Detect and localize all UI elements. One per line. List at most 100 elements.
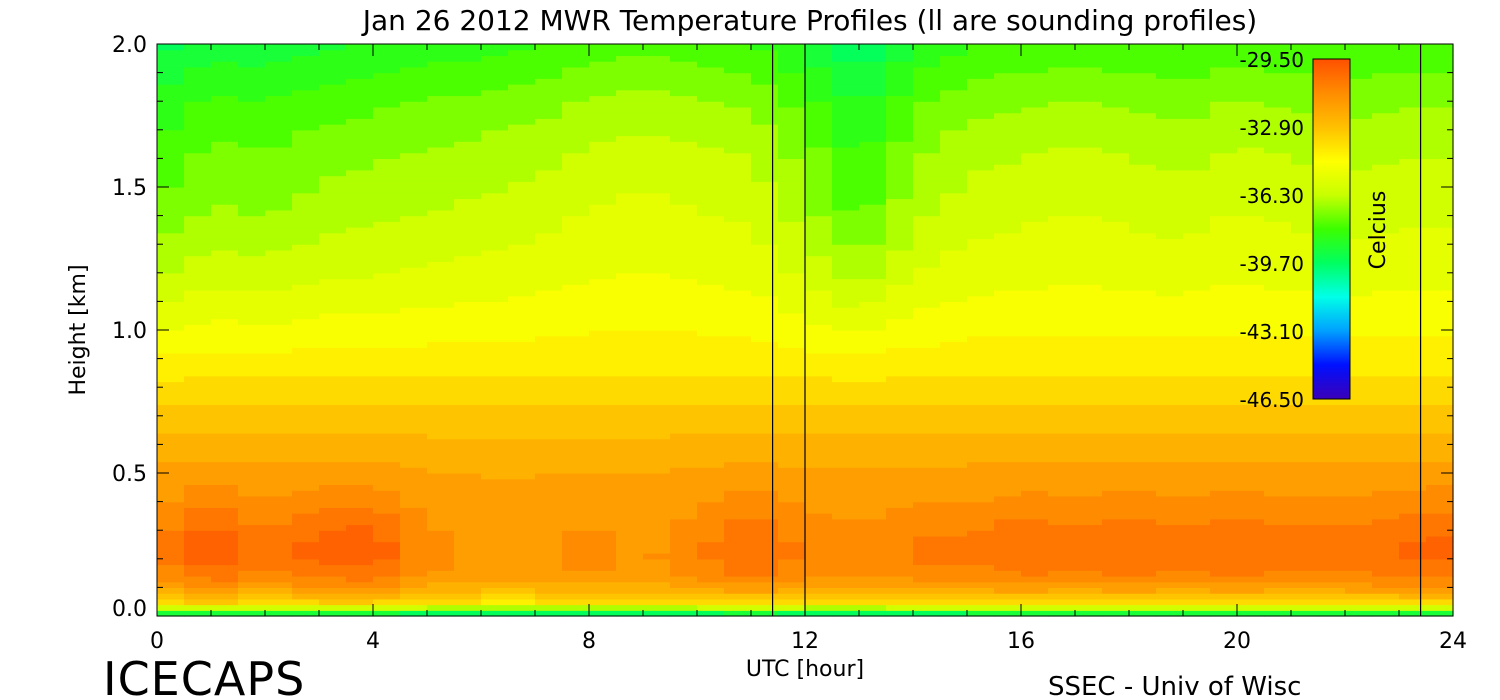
heatmap-cell: [1372, 352, 1400, 360]
heatmap-cell: [508, 392, 536, 400]
heatmap-cell: [670, 124, 698, 131]
heatmap-cell: [1399, 524, 1427, 531]
heatmap-cell: [481, 455, 509, 463]
heatmap-cell: [994, 272, 1022, 280]
heatmap-cell: [589, 581, 617, 588]
heatmap-cell: [535, 267, 563, 274]
heatmap-cell: [454, 146, 482, 154]
heatmap-cell: [751, 267, 779, 274]
heatmap-cell: [616, 215, 644, 222]
heatmap-cell: [1426, 421, 1454, 428]
heatmap-cell: [184, 187, 212, 194]
heatmap-cell: [967, 398, 995, 405]
heatmap-cell: [346, 450, 374, 457]
heatmap-cell: [616, 598, 644, 606]
heatmap-cell: [616, 49, 644, 57]
heatmap-cell: [724, 146, 752, 154]
heatmap-cell: [643, 570, 671, 577]
heatmap-cell: [238, 478, 266, 486]
heatmap-cell: [427, 66, 455, 74]
heatmap-cell: [1048, 524, 1076, 531]
heatmap-cell: [643, 295, 671, 302]
heatmap-cell: [400, 146, 428, 154]
heatmap-cell: [670, 387, 698, 394]
heatmap-cell: [994, 66, 1022, 74]
heatmap-cell: [184, 204, 212, 211]
heatmap-cell: [589, 101, 617, 108]
heatmap-cell: [643, 164, 671, 171]
heatmap-cell: [292, 215, 320, 222]
heatmap-cell: [1210, 289, 1238, 297]
heatmap-cell: [913, 66, 941, 74]
heatmap-cell: [1318, 444, 1346, 451]
heatmap-cell: [535, 129, 563, 137]
heatmap-cell: [1399, 564, 1427, 571]
heatmap-cell: [832, 267, 860, 274]
heatmap-cell: [1048, 267, 1076, 274]
heatmap-cell: [427, 604, 455, 611]
heatmap-cell: [238, 66, 266, 74]
heatmap-cell: [1264, 129, 1292, 137]
heatmap-cell: [400, 547, 428, 554]
heatmap-cell: [643, 324, 671, 331]
heatmap-cell: [1345, 478, 1373, 486]
heatmap-cell: [724, 347, 752, 354]
heatmap-cell: [562, 450, 590, 457]
heatmap-cell: [994, 249, 1022, 257]
heatmap-cell: [778, 404, 806, 411]
heatmap-cell: [859, 249, 887, 257]
heatmap-cell: [589, 72, 617, 79]
heatmap-cell: [994, 158, 1022, 165]
heatmap-cell: [1372, 215, 1400, 222]
heatmap-cell: [346, 146, 374, 154]
heatmap-cell: [1183, 553, 1211, 560]
heatmap-cell: [886, 95, 914, 102]
heatmap-cell: [643, 272, 671, 280]
heatmap-cell: [535, 330, 563, 337]
heatmap-cell: [967, 387, 995, 394]
heatmap-cell: [238, 501, 266, 508]
heatmap-cell: [670, 478, 698, 486]
heatmap-cell: [427, 101, 455, 108]
heatmap-cell: [1021, 164, 1049, 171]
heatmap-cell: [1399, 324, 1427, 331]
heatmap-cell: [913, 101, 941, 108]
heatmap-cell: [1345, 501, 1373, 508]
heatmap-cell: [535, 198, 563, 205]
heatmap-cell: [913, 44, 941, 51]
heatmap-cell: [508, 438, 536, 445]
heatmap-cell: [427, 278, 455, 285]
heatmap-cell: [1210, 89, 1238, 97]
heatmap-cell: [886, 484, 914, 491]
heatmap-cell: [1372, 61, 1400, 68]
heatmap-cell: [1264, 415, 1292, 423]
heatmap-cell: [859, 444, 887, 451]
heatmap-cell: [1183, 518, 1211, 526]
heatmap-cell: [1345, 324, 1373, 331]
heatmap-cell: [346, 507, 374, 514]
heatmap-cell: [589, 129, 617, 137]
heatmap-cell: [184, 78, 212, 85]
heatmap-cell: [1426, 84, 1454, 91]
heatmap-cell: [481, 198, 509, 205]
heatmap-cell: [535, 558, 563, 566]
heatmap-cell: [238, 55, 266, 62]
heatmap-cell: [373, 352, 401, 360]
heatmap-cell: [994, 192, 1022, 200]
heatmap-cell: [535, 610, 563, 617]
heatmap-cell: [1291, 181, 1319, 188]
heatmap-cell: [238, 461, 266, 468]
heatmap-cell: [697, 347, 725, 354]
heatmap-cell: [886, 278, 914, 285]
heatmap-cell: [1183, 78, 1211, 85]
heatmap-cell: [1372, 598, 1400, 606]
heatmap-cell: [562, 124, 590, 131]
heatmap-cell: [454, 581, 482, 588]
heatmap-cell: [427, 164, 455, 171]
heatmap-cell: [319, 587, 347, 594]
heatmap-cell: [1183, 175, 1211, 182]
heatmap-cell: [292, 301, 320, 308]
heatmap-cell: [1210, 187, 1238, 194]
heatmap-cell: [1102, 570, 1130, 577]
heatmap-cell: [373, 415, 401, 423]
